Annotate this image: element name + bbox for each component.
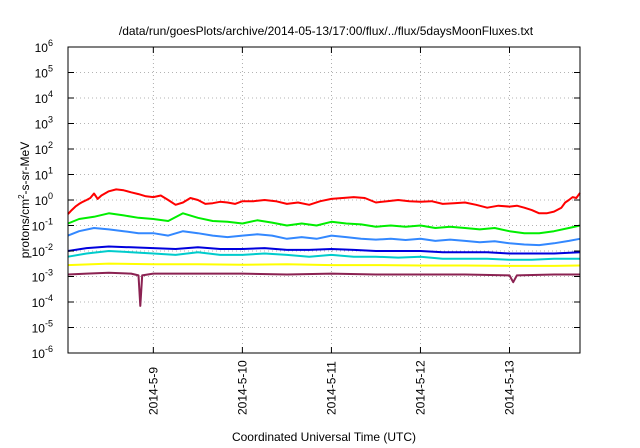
series-line-3 bbox=[67, 227, 581, 247]
x-tick-label: 2014-5-13 bbox=[503, 360, 517, 415]
y-tick-label: 103 bbox=[35, 115, 53, 132]
series-line-4 bbox=[67, 245, 581, 255]
y-tick-label: 106 bbox=[35, 38, 53, 55]
x-tick-label: 2014-5-9 bbox=[146, 367, 160, 415]
y-axis: 10-6 10-5 10-4 10-3 10-2 10-1 100 101 102 103 104 1… bbox=[32, 38, 580, 361]
y-tick-label: 10-5 bbox=[32, 319, 53, 336]
x-axis-label: Coordinated Universal Time (UTC) bbox=[232, 430, 416, 444]
y-axis-label-base: protons/cm bbox=[18, 199, 32, 258]
x-tick-label: 2014-5-12 bbox=[413, 360, 427, 415]
y-tick-label: 101 bbox=[35, 166, 53, 183]
y-axis-label-sup: 2 bbox=[17, 194, 26, 199]
y-tick-label: 10-4 bbox=[32, 293, 53, 310]
series-line-2 bbox=[67, 212, 581, 235]
y-tick-label: 102 bbox=[35, 140, 53, 157]
x-tick-label: 2014-5-11 bbox=[324, 361, 338, 415]
y-tick-label: 10-1 bbox=[32, 217, 53, 234]
series-line-6 bbox=[67, 262, 581, 267]
x-axis: 2014-5-9 2014-5-10 2014-5-11 2014-5-12 2014-… bbox=[146, 47, 517, 415]
y-axis-label: protons/cm2-s-sr-MeV bbox=[17, 142, 32, 258]
y-tick-label: 104 bbox=[35, 89, 53, 106]
series-line-5 bbox=[67, 250, 580, 261]
chart-title: /data/run/goesPlots/archive/2014-05-13/1… bbox=[119, 24, 534, 38]
x-tick-label: 2014-5-10 bbox=[235, 360, 249, 415]
series-line-1 bbox=[67, 188, 581, 215]
y-tick-label: 105 bbox=[35, 64, 53, 81]
y-tick-label: 10-2 bbox=[32, 242, 53, 259]
y-tick-label: 100 bbox=[35, 191, 53, 208]
series-layer bbox=[67, 188, 581, 307]
y-tick-label: 10-6 bbox=[32, 344, 53, 361]
y-axis-label-rest: -s-sr-MeV bbox=[18, 142, 32, 195]
series-line-7 bbox=[67, 271, 580, 307]
y-tick-label: 10-3 bbox=[32, 268, 53, 285]
